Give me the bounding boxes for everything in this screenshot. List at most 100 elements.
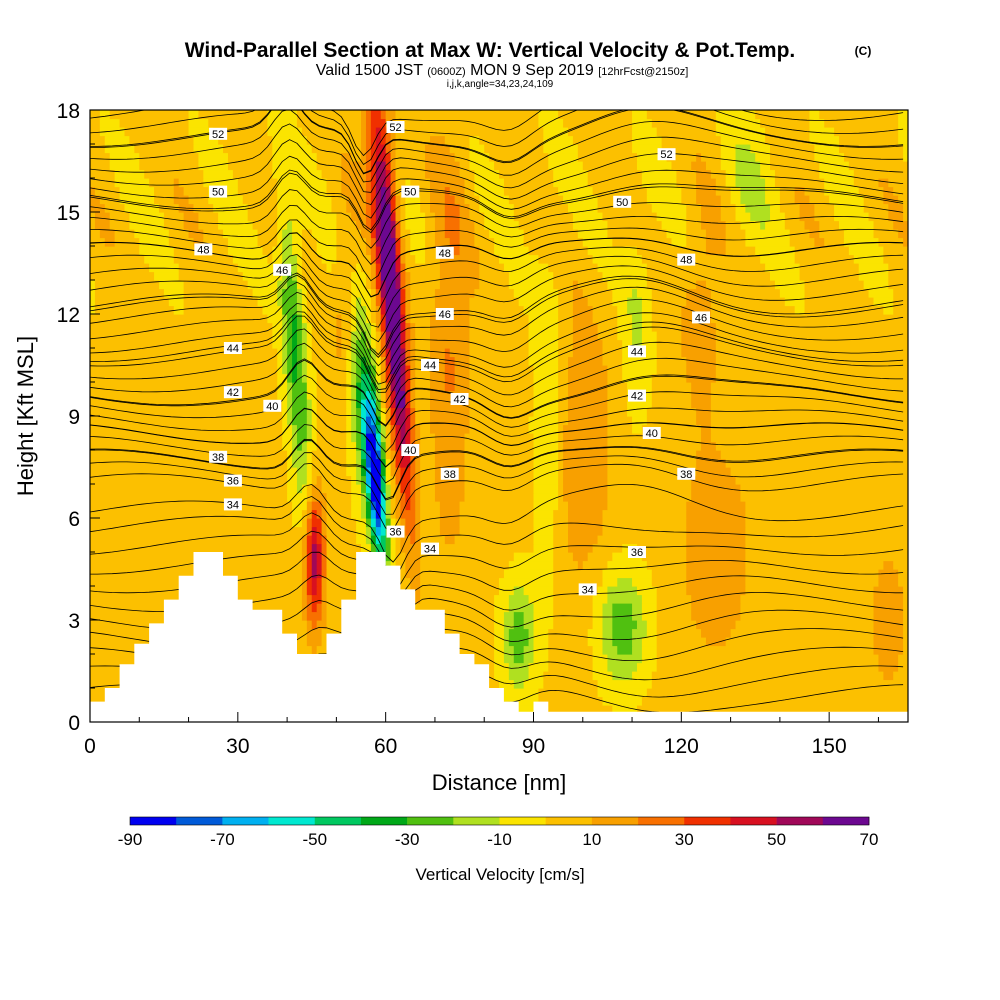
velocity-cell: [385, 356, 392, 366]
velocity-cell: [306, 356, 313, 366]
velocity-cell: [410, 416, 416, 426]
velocity-cell: [370, 237, 377, 247]
velocity-cell: [607, 441, 702, 451]
velocity-cell: [277, 356, 283, 366]
velocity-cell: [390, 407, 397, 417]
velocity-cell: [646, 628, 658, 638]
velocity-cell: [691, 161, 707, 171]
velocity-cell: [420, 501, 441, 511]
velocity-cell: [725, 169, 737, 179]
contour-label: 50: [616, 197, 628, 209]
velocity-cell: [533, 543, 554, 553]
velocity-cell: [691, 594, 742, 604]
velocity-cell: [346, 348, 352, 358]
velocity-cell: [528, 331, 559, 341]
velocity-cell: [513, 611, 525, 621]
velocity-cell: [686, 543, 746, 553]
velocity-cell: [380, 322, 387, 332]
velocity-cell: [301, 314, 308, 324]
velocity-cell: [356, 535, 367, 545]
velocity-cell: [370, 450, 377, 460]
velocity-cell: [370, 467, 382, 477]
velocity-cell: [617, 577, 633, 587]
velocity-cell: [415, 475, 421, 485]
velocity-cell: [311, 586, 318, 596]
velocity-cell: [99, 229, 116, 239]
velocity-cell: [203, 169, 234, 179]
velocity-cell: [370, 220, 377, 230]
velocity-cell: [794, 305, 806, 315]
velocity-cell: [469, 356, 530, 366]
velocity-cell: [883, 671, 894, 681]
velocity-cell: [282, 305, 298, 315]
velocity-cell: [479, 203, 515, 213]
velocity-cell: [183, 305, 264, 315]
velocity-cell: [627, 382, 653, 392]
velocity-cell: [430, 331, 471, 341]
velocity-cell: [469, 348, 530, 358]
velocity-cell: [385, 552, 392, 562]
velocity-cell: [425, 152, 456, 162]
velocity-cell: [370, 212, 377, 222]
velocity-cell: [567, 127, 633, 137]
velocity-cell: [903, 611, 908, 621]
velocity-cell: [494, 161, 549, 171]
velocity-cell: [553, 535, 569, 545]
velocity-cell: [287, 339, 293, 349]
velocity-cell: [656, 331, 682, 341]
velocity-cell: [370, 373, 377, 383]
velocity-cell: [567, 365, 609, 375]
velocity-cell: [651, 297, 687, 307]
velocity-cell: [90, 458, 288, 468]
velocity-cell: [385, 475, 392, 485]
velocity-cell: [641, 254, 761, 264]
velocity-cell: [686, 288, 712, 298]
isentrope-line: [90, 204, 904, 265]
velocity-cell: [543, 679, 599, 689]
velocity-cell: [893, 186, 908, 196]
isentrope-line: [90, 359, 904, 427]
x-tick-label: 120: [664, 735, 699, 758]
velocity-cell: [390, 433, 397, 443]
velocity-cell: [292, 509, 303, 519]
velocity-cell: [351, 305, 357, 315]
velocity-cell: [311, 399, 318, 409]
velocity-cell: [301, 297, 308, 307]
contour-label-bg: [435, 246, 454, 259]
velocity-cell: [375, 526, 382, 536]
velocity-cell: [227, 152, 273, 162]
velocity-cell: [809, 118, 825, 128]
velocity-cell: [641, 594, 658, 604]
velocity-cell: [720, 152, 737, 162]
velocity-cell: [410, 577, 421, 587]
velocity-cell: [873, 637, 904, 647]
velocity-cell: [395, 560, 406, 570]
velocity-cell: [464, 458, 535, 468]
contour-label: 48: [680, 255, 692, 267]
velocity-cell: [356, 348, 372, 358]
velocity-cell: [316, 603, 323, 613]
velocity-cell: [380, 484, 387, 494]
velocity-cell: [784, 212, 801, 222]
velocity-cell: [287, 382, 293, 392]
velocity-cell: [400, 263, 406, 273]
velocity-cell: [361, 433, 367, 443]
velocity-cell: [464, 475, 535, 485]
velocity-cell: [361, 407, 367, 417]
velocity-cell: [277, 186, 328, 196]
velocity-cell: [326, 518, 357, 528]
velocity-cell: [587, 552, 613, 562]
velocity-cell: [572, 288, 584, 298]
velocity-cell: [90, 501, 293, 511]
velocity-cell: [365, 246, 372, 256]
velocity-cell: [804, 220, 820, 230]
velocity-cell: [567, 416, 609, 426]
velocity-cell: [434, 297, 471, 307]
velocity-cell: [306, 297, 352, 307]
velocity-cell: [563, 441, 609, 451]
velocity-cell: [646, 416, 697, 426]
velocity-cell: [361, 450, 367, 460]
velocity-cell: [90, 152, 111, 162]
velocity-cell: [567, 373, 609, 383]
velocity-cell: [873, 620, 904, 630]
